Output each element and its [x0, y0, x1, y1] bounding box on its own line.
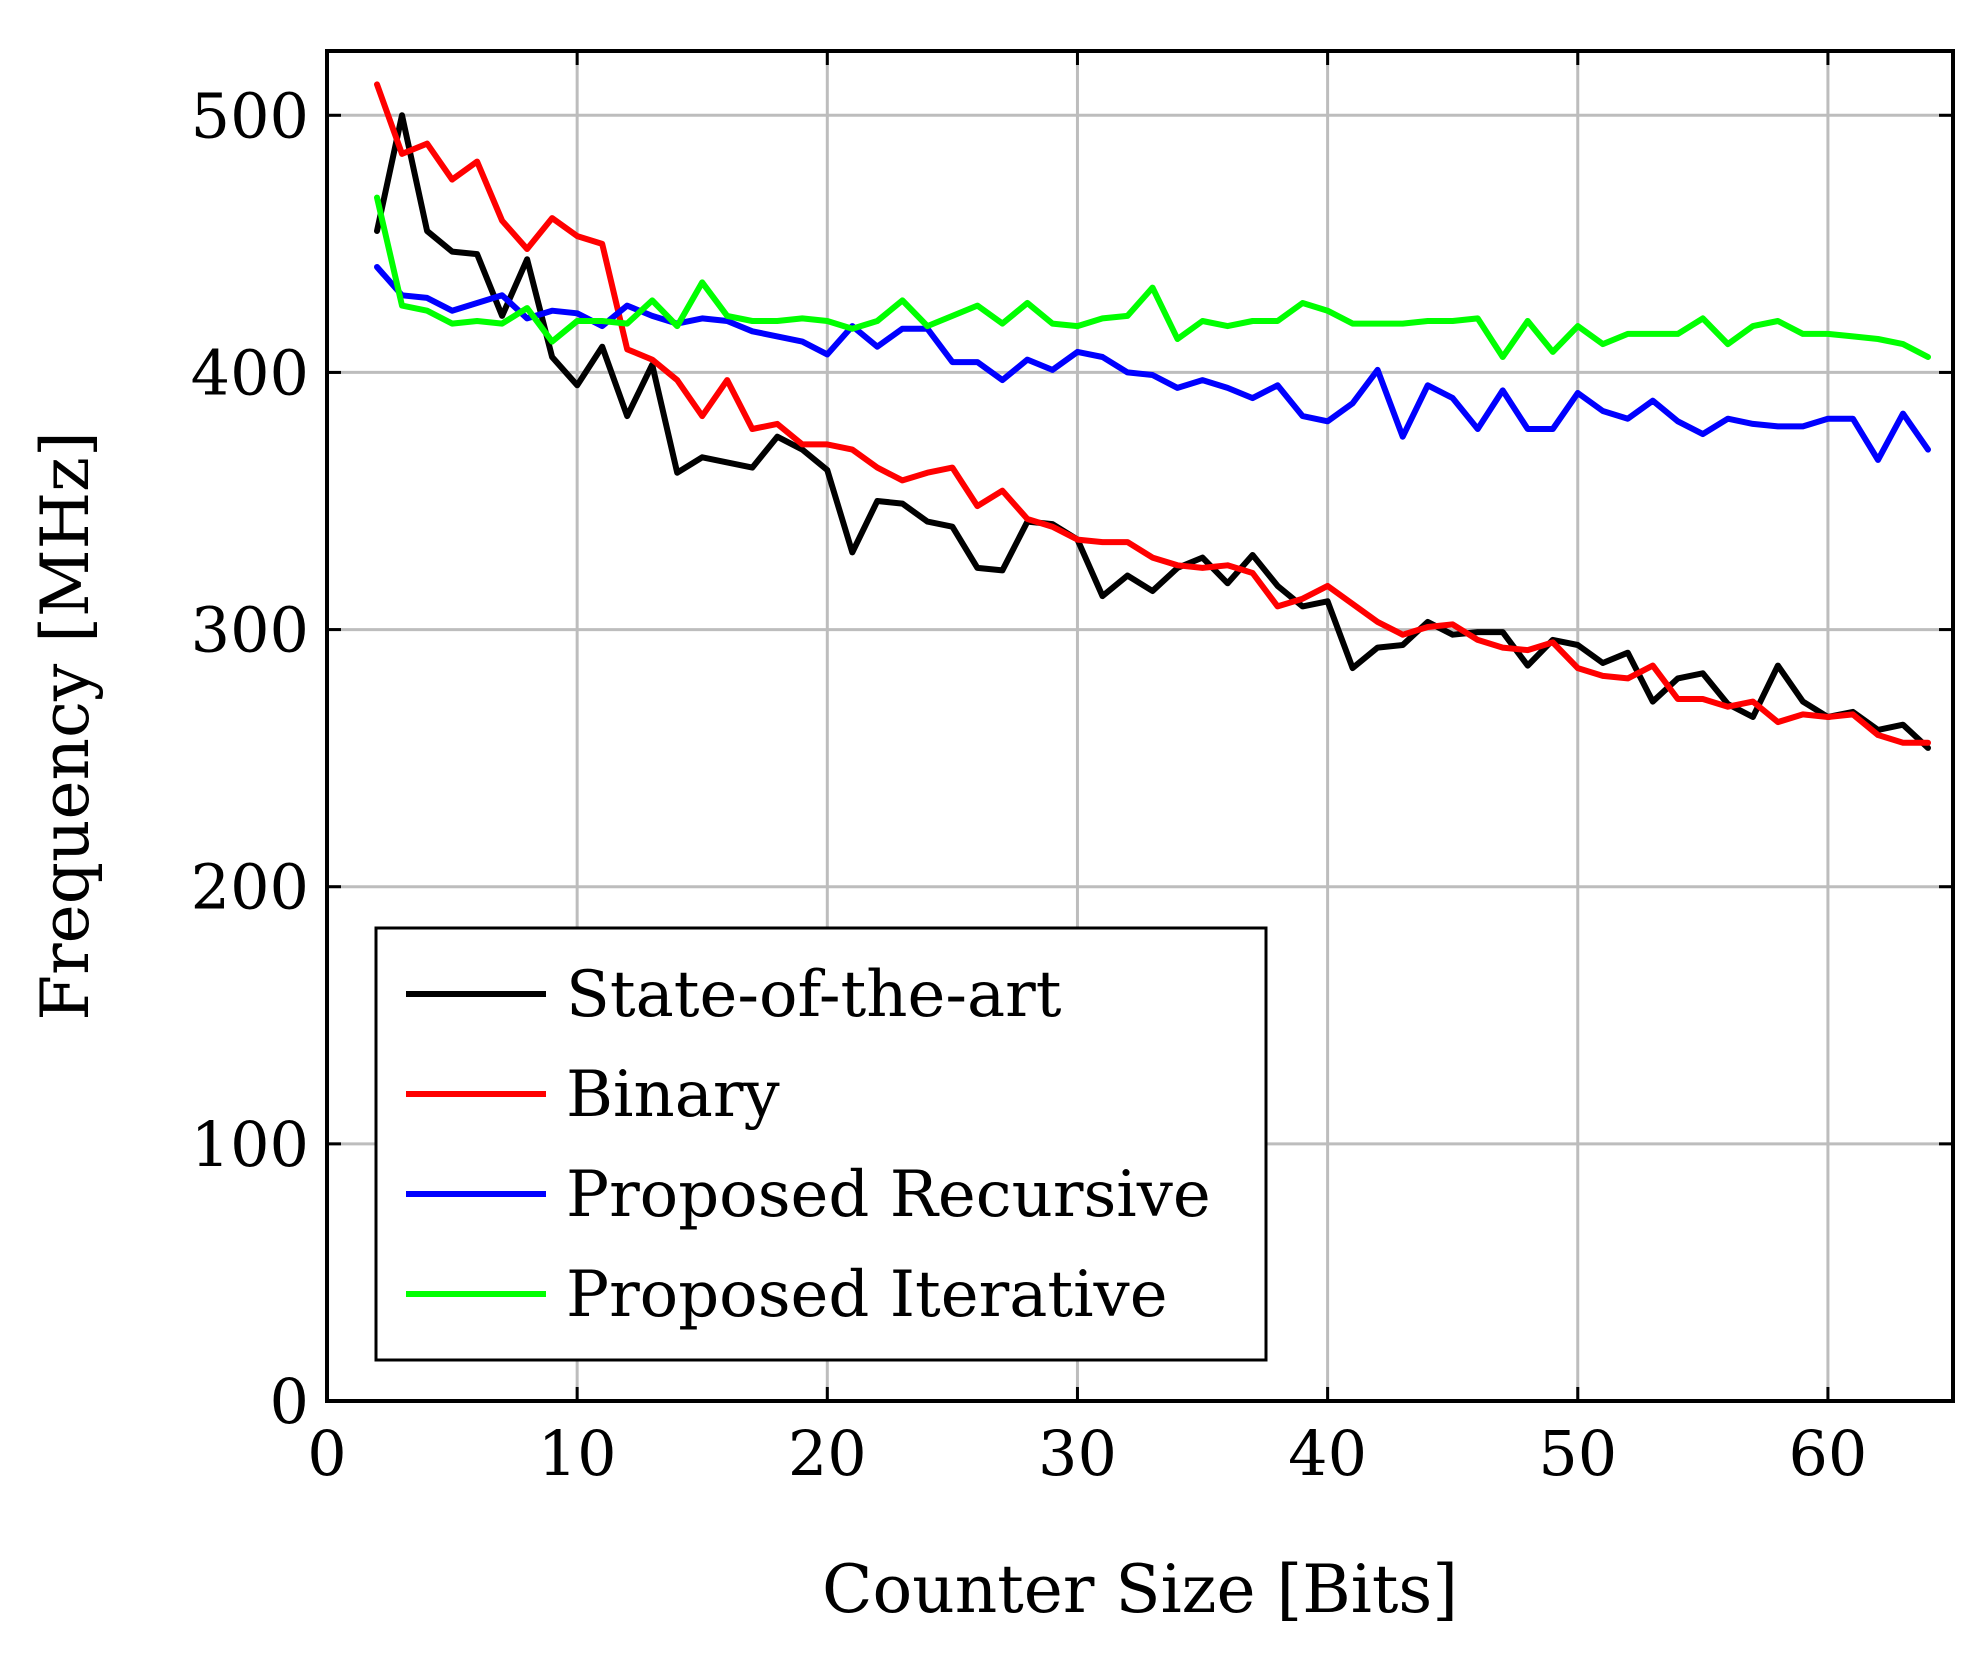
legend-label-3: Proposed Iterative [566, 1258, 1168, 1332]
plot-frame [325, 49, 1955, 1403]
y-tick-label: 500 [191, 79, 309, 152]
legend-box [374, 926, 1268, 1362]
x-axis-label: Counter Size [Bits] [822, 1551, 1458, 1628]
x-tick-label: 10 [538, 1417, 617, 1490]
legend: State-of-the-art Binary Proposed Recursive… [374, 926, 1268, 1362]
series-line-1 [374, 81, 1931, 746]
series-line-3 [374, 194, 1931, 360]
y-axis-label: Frequency [MHz] [27, 431, 104, 1020]
y-tick-label: 0 [270, 1365, 309, 1438]
y-tick-label: 300 [191, 594, 309, 667]
y-tick-label: 400 [191, 336, 309, 409]
x-tick-label: 0 [307, 1417, 346, 1490]
y-tick-label: 100 [191, 1108, 309, 1181]
x-tick-label: 60 [1788, 1417, 1867, 1490]
x-tick-label: 20 [788, 1417, 867, 1490]
x-tick-label: 40 [1288, 1417, 1367, 1490]
series-line-2 [374, 264, 1931, 463]
series-lines [374, 81, 1931, 751]
x-tick-label: 30 [1038, 1417, 1117, 1490]
legend-label-2: Proposed Recursive [566, 1158, 1211, 1232]
x-tick-label: 50 [1538, 1417, 1617, 1490]
legend-label-0: State-of-the-art [566, 958, 1062, 1032]
axis-ticks: 0 10 20 30 40 50 60 0 100 200 300 400 500 [191, 51, 1953, 1490]
y-tick-label: 200 [191, 851, 309, 924]
legend-label-1: Binary [566, 1058, 780, 1132]
